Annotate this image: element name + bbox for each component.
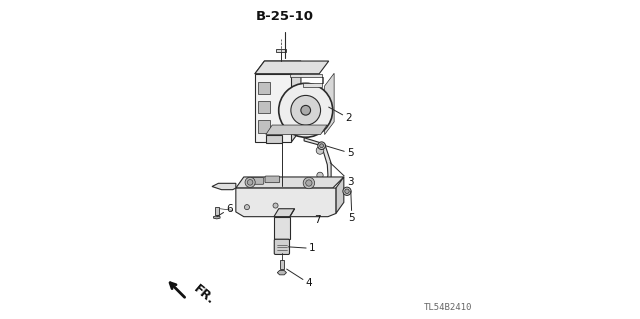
Bar xyxy=(274,217,290,239)
Bar xyxy=(255,74,291,142)
Bar xyxy=(266,135,282,143)
Bar xyxy=(276,49,286,51)
Circle shape xyxy=(244,204,250,210)
FancyBboxPatch shape xyxy=(275,239,289,255)
Polygon shape xyxy=(255,61,301,74)
Circle shape xyxy=(245,177,255,188)
Polygon shape xyxy=(266,125,327,135)
Circle shape xyxy=(316,147,324,154)
Polygon shape xyxy=(290,74,323,87)
Circle shape xyxy=(291,95,321,125)
Text: 1: 1 xyxy=(288,243,316,253)
Circle shape xyxy=(318,142,325,150)
Polygon shape xyxy=(324,73,334,135)
Circle shape xyxy=(303,177,315,189)
Text: 3: 3 xyxy=(330,163,354,187)
Text: 4: 4 xyxy=(287,269,312,288)
Polygon shape xyxy=(291,61,301,142)
Text: FR.: FR. xyxy=(191,282,217,307)
Circle shape xyxy=(301,105,310,115)
Polygon shape xyxy=(255,61,329,74)
Text: 5: 5 xyxy=(349,191,355,223)
Circle shape xyxy=(343,187,351,196)
Polygon shape xyxy=(336,177,344,213)
Circle shape xyxy=(247,180,253,185)
Polygon shape xyxy=(290,209,294,217)
Text: 2: 2 xyxy=(329,107,352,123)
Polygon shape xyxy=(236,177,344,188)
Bar xyxy=(258,101,270,114)
Polygon shape xyxy=(214,216,220,219)
Text: 5: 5 xyxy=(325,146,354,158)
Polygon shape xyxy=(236,188,336,217)
FancyBboxPatch shape xyxy=(248,178,264,184)
Circle shape xyxy=(320,144,323,148)
Circle shape xyxy=(278,83,333,137)
FancyBboxPatch shape xyxy=(265,176,280,183)
Polygon shape xyxy=(277,271,287,275)
Polygon shape xyxy=(304,138,331,188)
Text: B-25-10: B-25-10 xyxy=(256,10,314,23)
Polygon shape xyxy=(274,209,294,217)
Circle shape xyxy=(273,203,278,208)
Bar xyxy=(215,207,219,215)
Bar xyxy=(258,82,270,94)
Circle shape xyxy=(345,189,349,194)
Bar xyxy=(280,260,284,269)
Text: TL54B2410: TL54B2410 xyxy=(424,303,472,312)
Bar xyxy=(258,120,270,132)
Text: 6: 6 xyxy=(217,204,233,217)
Polygon shape xyxy=(212,183,236,190)
Circle shape xyxy=(306,180,312,186)
Circle shape xyxy=(317,172,323,179)
Text: 7: 7 xyxy=(314,215,320,225)
